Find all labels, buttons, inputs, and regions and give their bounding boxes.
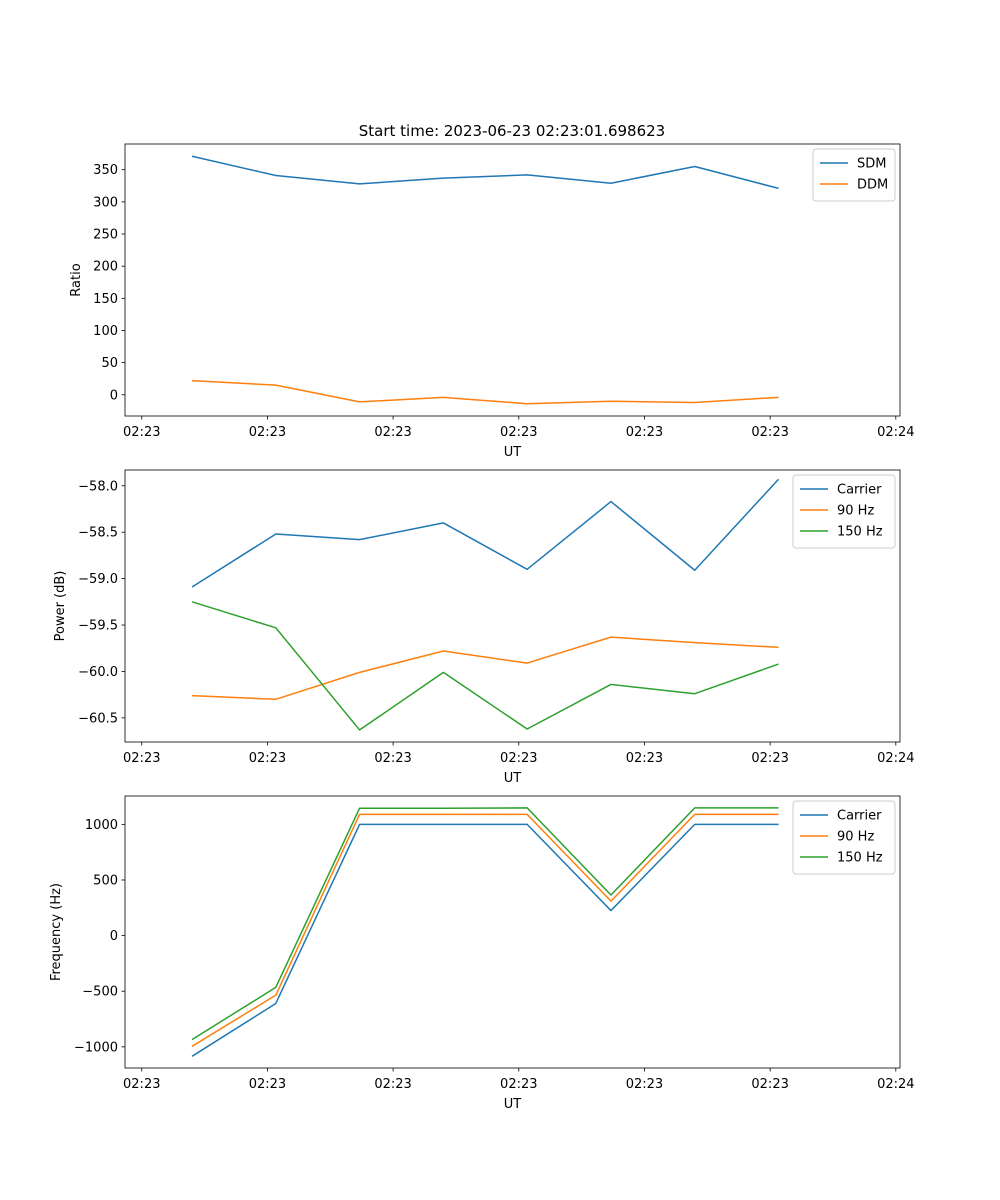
legend: Carrier 90 Hz 150 Hz: [792, 474, 896, 549]
x-tick-label: 02:23: [626, 751, 663, 766]
y-tick-label: 250: [93, 228, 118, 243]
subplot-3: 02:23 02:23 02:23 02:23 02:23 02:23 02:24 −1000…: [49, 795, 915, 1112]
y-tick-label: 350: [93, 163, 118, 178]
x-tick-label: 02:23: [249, 1077, 286, 1092]
y-tick-label: −59.5: [78, 619, 118, 634]
y-tick-label: 0: [110, 388, 118, 403]
subplot-2: 02:23 02:23 02:23 02:23 02:23 02:23 02:24 −60.5…: [53, 469, 915, 786]
y-tick-label: 200: [93, 260, 118, 275]
x-tick-label: 02:23: [123, 1077, 160, 1092]
legend: Carrier 90 Hz 150 Hz: [792, 800, 896, 875]
y-tick-label: −1000: [74, 1040, 118, 1055]
x-tick-label: 02:23: [500, 425, 537, 440]
y-tick-label: −60.5: [78, 711, 118, 726]
x-tick-label: 02:23: [374, 425, 411, 440]
y-axis-label: Power (dB): [53, 571, 68, 642]
series-line-2: [191, 636, 779, 701]
series-line-3: [191, 601, 779, 731]
figure-title: Start time: 2023-06-23 02:23:01.698623: [359, 122, 665, 140]
x-tick-label: 02:24: [877, 1077, 914, 1092]
x-tick-label: 02:23: [626, 425, 663, 440]
subplot-1: 02:23 02:23 02:23 02:23 02:23 02:23 02:24 0 50 10…: [69, 143, 915, 460]
legend-label: 150 Hz: [837, 851, 883, 866]
x-tick-label: 02:23: [374, 1077, 411, 1092]
x-tick-label: 02:23: [249, 425, 286, 440]
legend-box: [812, 148, 896, 202]
y-tick-label: 300: [93, 195, 118, 210]
x-tick-label: 02:23: [751, 751, 788, 766]
y-axis-label: Ratio: [69, 263, 84, 296]
x-tick-label: 02:24: [877, 425, 914, 440]
legend-box: [792, 474, 896, 549]
x-tick-label: 02:23: [123, 425, 160, 440]
x-tick-label: 02:23: [249, 751, 286, 766]
y-axis-label: Frequency (Hz): [49, 883, 64, 981]
x-tick-label: 02:24: [877, 751, 914, 766]
axes-frame: [124, 469, 901, 743]
x-tick-label: 02:23: [626, 1077, 663, 1092]
y-tick-label: 150: [93, 292, 118, 307]
y-tick-label: −59.0: [78, 572, 118, 587]
legend-label: Carrier: [837, 809, 882, 824]
x-axis-label: UT: [504, 771, 522, 786]
x-tick-label: 02:23: [123, 751, 160, 766]
series-line-2: [191, 813, 779, 1047]
axes-frame: [124, 143, 901, 417]
y-tick-label: −58.5: [78, 526, 118, 541]
legend-label: DDM: [857, 178, 888, 193]
x-tick-label: 02:23: [751, 1077, 788, 1092]
series-line-1: [191, 155, 779, 190]
series-line-1: [191, 823, 779, 1057]
legend-label: SDM: [857, 157, 886, 172]
y-tick-label: −60.0: [78, 665, 118, 680]
y-tick-label: 50: [101, 356, 118, 371]
x-tick-label: 02:23: [500, 751, 537, 766]
series-line-1: [191, 478, 780, 588]
legend-label: 150 Hz: [837, 525, 883, 540]
y-tick-label: 0: [110, 929, 118, 944]
y-tick-label: −58.0: [78, 479, 118, 494]
legend-label: 90 Hz: [837, 504, 874, 519]
legend-label: 90 Hz: [837, 830, 874, 845]
legend-box: [792, 800, 896, 875]
series-line-3: [191, 807, 779, 1041]
y-tick-label: 100: [93, 324, 118, 339]
x-tick-label: 02:23: [374, 751, 411, 766]
x-tick-label: 02:23: [500, 1077, 537, 1092]
y-tick-label: −500: [82, 985, 118, 1000]
x-tick-label: 02:23: [751, 425, 788, 440]
axes-frame: [124, 795, 901, 1069]
legend: SDM DDM: [812, 148, 896, 202]
series-line-2: [191, 379, 779, 405]
x-axis-label: UT: [504, 1097, 522, 1112]
y-tick-label: 1000: [85, 818, 118, 833]
x-axis-label: UT: [504, 445, 522, 460]
y-tick-label: 500: [93, 873, 118, 888]
legend-label: Carrier: [837, 483, 882, 498]
